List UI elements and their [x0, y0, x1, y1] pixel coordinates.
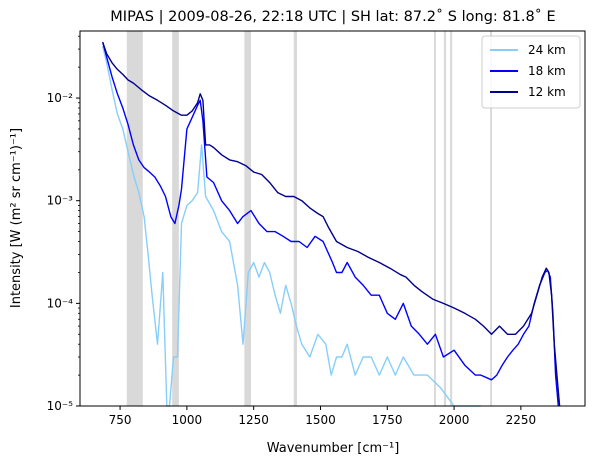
y-axis-label: Intensity [W (m² sr cm⁻¹)⁻¹] — [9, 128, 24, 308]
shaded-band-7 — [450, 31, 453, 406]
shaded-band-3 — [244, 31, 252, 406]
x-tick-label: 2250 — [506, 413, 537, 427]
chart-title: MIPAS | 2009-08-26, 22:18 UTC | SH lat: … — [110, 8, 555, 25]
legend: 24 km 18 km 12 km — [481, 35, 581, 109]
y-tick-label: 10⁻⁴ — [47, 296, 74, 310]
y-axis: 10⁻⁵ 10⁻⁴ 10⁻³ 10⁻² — [47, 35, 80, 413]
x-tick-label: 1750 — [372, 413, 403, 427]
y-tick-label: 10⁻³ — [47, 194, 74, 208]
series-line-24-km — [102, 46, 481, 407]
shaded-bands — [126, 31, 493, 406]
series-line-12-km — [102, 41, 561, 407]
legend-box — [481, 35, 581, 109]
y-tick-label: 10⁻² — [47, 91, 74, 105]
plot-lines — [102, 41, 561, 407]
shaded-band-4 — [293, 31, 297, 406]
x-tick-label: 2000 — [439, 413, 470, 427]
legend-label-18-km: 18 km — [528, 64, 566, 78]
axes-frame — [79, 30, 586, 407]
shaded-band-5 — [434, 31, 436, 406]
shaded-band-8 — [490, 31, 493, 406]
x-tick-label: 1250 — [238, 413, 269, 427]
series-line-18-km — [102, 42, 559, 407]
legend-label-24-km: 24 km — [528, 43, 566, 57]
x-tick-label: 1000 — [172, 413, 203, 427]
x-axis: 750 1000 1250 1500 1750 2000 2250 — [109, 406, 537, 427]
legend-label-12-km: 12 km — [528, 85, 566, 99]
shaded-band-6 — [443, 31, 447, 406]
x-tick-label: 750 — [109, 413, 132, 427]
y-tick-label: 10⁻⁵ — [47, 399, 74, 413]
x-tick-label: 1500 — [305, 413, 336, 427]
x-axis-label: Wavenumber [cm⁻¹] — [267, 441, 400, 456]
shaded-band-1 — [126, 31, 143, 406]
